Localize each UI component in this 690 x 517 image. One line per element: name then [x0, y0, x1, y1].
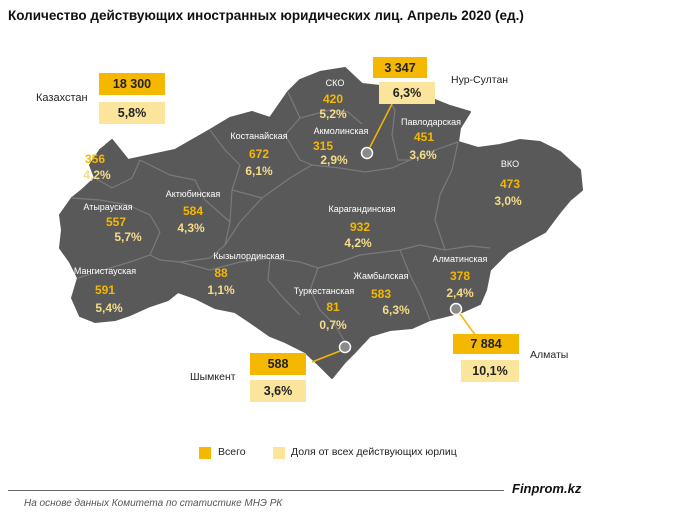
footer-source: На основе данных Комитета по статистике …	[24, 498, 283, 509]
region-count-kostanay: 672	[249, 147, 269, 161]
region-name-vko: ВКО	[501, 159, 519, 169]
legend-total-label: Всего	[218, 446, 246, 458]
region-name-atyrau: Атырауская	[83, 202, 132, 212]
shymkent-label: Шымкент	[190, 371, 236, 383]
region-share-kyzylorda: 1,1%	[207, 283, 235, 297]
nursultan-share-box: 6,3%	[379, 82, 435, 104]
region-akmola: Акмолинская 315 2,9%	[313, 126, 368, 167]
almaty-count-box: 7 884	[453, 334, 519, 354]
region-almaty-obl: Алматинская 378 2,4%	[433, 254, 488, 300]
region-count-sko: 420	[323, 92, 343, 106]
footer-divider	[8, 490, 504, 491]
region-count-almaty-obl: 378	[450, 269, 470, 283]
region-share-vko: 3,0%	[494, 194, 522, 208]
region-borders	[71, 85, 491, 343]
legend-total-swatch	[199, 447, 211, 459]
almaty-marker	[449, 302, 463, 316]
nursultan-leader	[369, 103, 393, 148]
region-share-pavlodar: 3,6%	[409, 148, 437, 162]
country-share-box: 5,8%	[99, 102, 165, 124]
region-name-turkestan: Туркестанская	[294, 286, 355, 296]
region-kostanay: Костанайская 672 6,1%	[230, 131, 287, 178]
region-zko: ЗКО 356 4,2%	[83, 138, 111, 182]
region-count-turkestan: 81	[326, 300, 340, 314]
nursultan-label: Нур-Султан	[451, 74, 509, 86]
region-turkestan: Туркестанская 81 0,7%	[294, 286, 355, 332]
region-name-sko: СКО	[326, 78, 345, 88]
region-share-turkestan: 0,7%	[319, 318, 347, 332]
region-sko: СКО 420 5,2%	[319, 78, 347, 121]
region-share-atyrau: 5,7%	[114, 230, 142, 244]
country-count-box: 18 300	[99, 73, 165, 95]
region-name-mangistau: Мангистауская	[74, 266, 136, 276]
region-share-zhambyl: 6,3%	[382, 303, 410, 317]
region-name-kyzylorda: Кызылординская	[213, 251, 284, 261]
almaty-leader	[459, 313, 477, 337]
region-name-zhambyl: Жамбылская	[354, 271, 409, 281]
shymkent-leader	[311, 350, 341, 363]
region-count-mangistau: 591	[95, 283, 115, 297]
region-name-kostanay: Костанайская	[230, 131, 287, 141]
region-name-almaty-obl: Алматинская	[433, 254, 488, 264]
shymkent-count-box: 588	[250, 353, 306, 375]
region-name-pavlodar: Павлодарская	[401, 117, 461, 127]
region-karaganda: Карагандинская 932 4,2%	[328, 204, 395, 250]
region-share-almaty-obl: 2,4%	[446, 286, 474, 300]
region-count-pavlodar: 451	[414, 130, 434, 144]
region-count-karaganda: 932	[350, 220, 370, 234]
region-count-atyrau: 557	[106, 215, 126, 229]
almaty-label: Алматы	[530, 349, 569, 361]
region-name-zko: ЗКО	[88, 138, 106, 148]
region-count-kyzylorda: 88	[214, 266, 228, 280]
region-pavlodar: Павлодарская 451 3,6%	[401, 117, 461, 162]
nursultan-count-box: 3 347	[373, 57, 427, 78]
region-share-kostanay: 6,1%	[245, 164, 273, 178]
country-name: Казахстан	[36, 92, 88, 104]
region-name-karaganda: Карагандинская	[328, 204, 395, 214]
region-share-zko: 4,2%	[83, 168, 111, 182]
region-vko: ВКО 473 3,0%	[494, 159, 522, 208]
region-count-akmola: 315	[313, 139, 333, 153]
footer-brand: Finprom.kz	[512, 481, 582, 496]
region-share-karaganda: 4,2%	[344, 236, 372, 250]
shymkent-marker	[338, 340, 352, 354]
region-count-aktobe: 584	[183, 204, 203, 218]
region-kyzylorda: Кызылординская 88 1,1%	[207, 251, 284, 297]
region-count-vko: 473	[500, 177, 520, 191]
page-title: Количество действующих иностранных юриди…	[8, 8, 524, 23]
shymkent-share-box: 3,6%	[250, 380, 306, 402]
region-count-zko: 356	[85, 152, 105, 166]
region-name-akmola: Акмолинская	[314, 126, 369, 136]
region-share-mangistau: 5,4%	[95, 301, 123, 315]
region-atyrau: Атырауская 557 5,7%	[83, 202, 142, 244]
region-share-akmola: 2,9%	[320, 153, 348, 167]
region-count-zhambyl: 583	[371, 287, 391, 301]
region-zhambyl: Жамбылская 583 6,3%	[354, 271, 410, 317]
region-mangistau: Мангистауская 591 5,4%	[74, 266, 136, 315]
legend-share-swatch	[273, 447, 285, 459]
region-name-aktobe: Актюбинская	[166, 189, 221, 199]
region-aktobe: Актюбинская 584 4,3%	[166, 189, 221, 235]
almaty-share-box: 10,1%	[461, 360, 519, 382]
region-share-sko: 5,2%	[319, 107, 347, 121]
nursultan-marker	[360, 146, 374, 160]
legend-share-label: Доля от всех действующих юрлиц	[291, 446, 457, 458]
region-share-aktobe: 4,3%	[177, 221, 205, 235]
